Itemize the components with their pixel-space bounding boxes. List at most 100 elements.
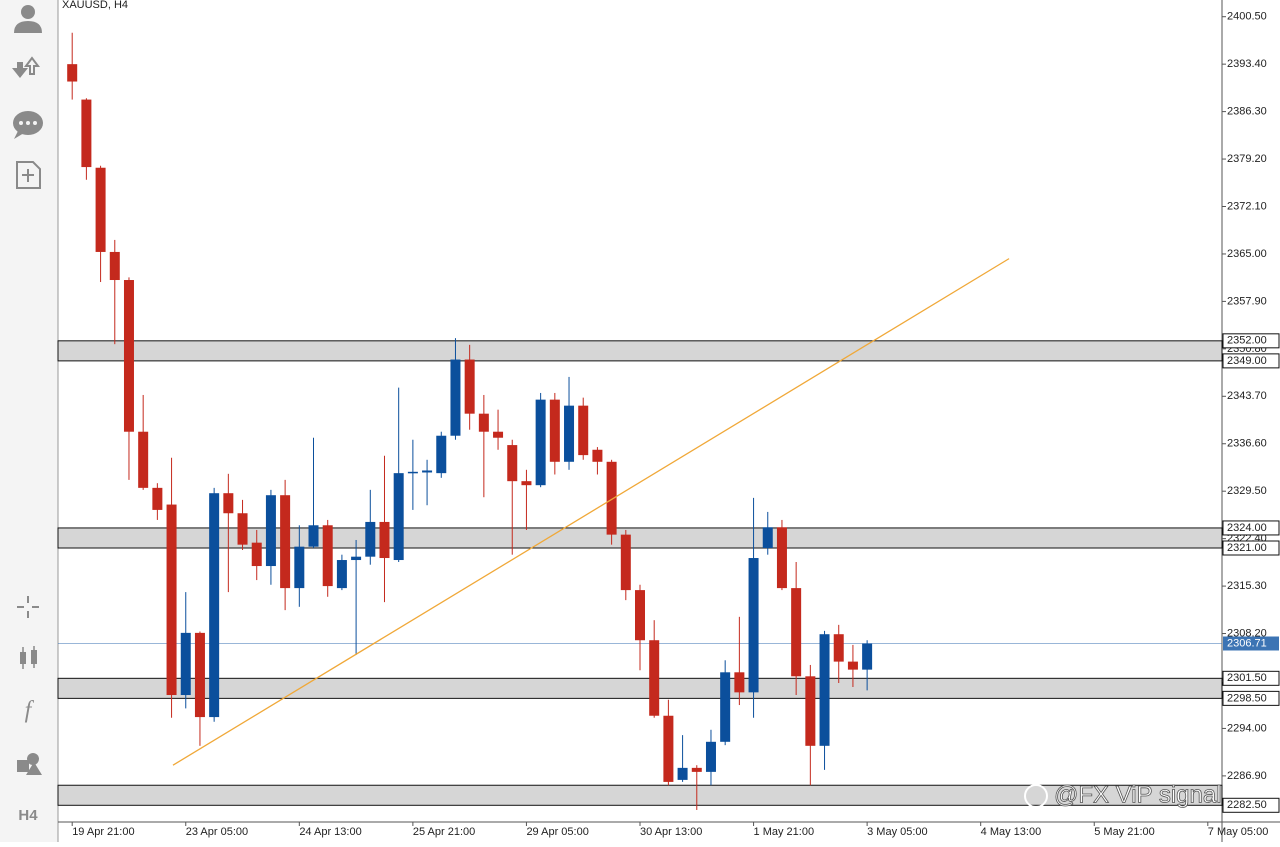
x-tick-label: 7 May 05:00 (1208, 826, 1269, 838)
y-tick-label: 2336.60 (1227, 438, 1267, 450)
price-tag-box (1222, 353, 1280, 369)
candle-body (81, 99, 92, 168)
current-price-label: 2306.71 (1227, 637, 1267, 649)
timeframe-button[interactable]: H4 (18, 807, 38, 824)
chart-type-icon[interactable] (20, 646, 37, 669)
price-tag-label: 2352.00 (1227, 335, 1267, 347)
zone (57, 784, 1223, 806)
price-tag-label: 2324.00 (1227, 522, 1267, 534)
zone (57, 677, 1223, 699)
candle-body (336, 560, 347, 589)
y-tick-label: 2379.20 (1227, 153, 1267, 165)
candle-body (294, 546, 305, 589)
candle-body (663, 715, 674, 782)
candle-body (549, 399, 560, 462)
y-tick-label: 2372.10 (1227, 200, 1267, 212)
candle-body (407, 471, 418, 474)
x-tick-label: 30 Apr 13:00 (640, 826, 702, 838)
account-icon[interactable] (14, 5, 42, 33)
y-tick-label: 2343.70 (1227, 390, 1267, 402)
x-tick-label: 5 May 21:00 (1094, 826, 1155, 838)
zone (57, 527, 1223, 549)
candle-body (194, 632, 205, 718)
indicators-icon[interactable]: f (25, 698, 35, 724)
candle-body (493, 431, 504, 438)
candle-body (280, 495, 291, 589)
watermark: @FX ViP signal (1054, 781, 1222, 808)
price-tag-box (1222, 520, 1280, 536)
candle-body (862, 643, 873, 670)
price-tag-label: 2321.00 (1227, 542, 1267, 554)
candle-body (436, 435, 447, 474)
current-price-tag (1223, 636, 1279, 651)
y-tick-label: 2365.00 (1227, 248, 1267, 260)
candle-body (564, 405, 575, 462)
candle-body (791, 588, 802, 677)
candle-body (237, 513, 248, 545)
price-tag-box (1222, 690, 1280, 706)
y-tick-label: 2294.00 (1227, 722, 1267, 734)
y-tick-label: 2329.50 (1227, 485, 1267, 497)
candle-body (152, 487, 163, 510)
trade-icon[interactable] (12, 56, 40, 78)
candle-body (450, 359, 461, 436)
candle-body (847, 661, 858, 670)
candle-body (365, 521, 376, 557)
candle-body (805, 676, 816, 746)
x-tick-label: 25 Apr 21:00 (413, 826, 475, 838)
candle-body (691, 767, 702, 772)
candle-body (379, 521, 390, 559)
objects-icon[interactable] (17, 753, 42, 775)
candle-body (776, 527, 787, 589)
candle-body (67, 64, 78, 82)
candle-body (635, 590, 645, 641)
candle-body (748, 558, 759, 693)
y-tick-label: 2386.30 (1227, 106, 1267, 118)
price-tag-label: 2349.00 (1227, 355, 1267, 367)
candle-body (677, 767, 688, 780)
candle-body (478, 413, 489, 432)
candle-body (95, 167, 106, 252)
x-tick-label: 29 Apr 05:00 (526, 826, 588, 838)
watermark-icon (1024, 784, 1048, 808)
candle-body (223, 493, 234, 514)
trend-line (172, 258, 1010, 766)
y-tick-label: 2308.20 (1227, 627, 1267, 639)
candle-body (833, 634, 844, 662)
crosshair-icon[interactable] (17, 596, 39, 618)
candle-body (819, 634, 830, 746)
candle-body (209, 493, 220, 718)
candle-body (166, 504, 177, 696)
candle-body (138, 431, 149, 488)
y-tick-label: 2315.30 (1227, 580, 1267, 592)
candle-body (762, 527, 773, 548)
x-tick-label: 4 May 13:00 (981, 826, 1042, 838)
candle-body (535, 399, 546, 486)
x-tick-label: 3 May 05:00 (867, 826, 928, 838)
candle-body (464, 359, 475, 414)
candle-body (180, 632, 191, 696)
x-tick-label: 1 May 21:00 (754, 826, 815, 838)
y-tick-label: 2286.90 (1227, 770, 1267, 782)
candle-body (265, 495, 276, 567)
candle-body (620, 534, 631, 591)
candle-body (649, 640, 660, 716)
new-order-icon[interactable] (16, 161, 41, 189)
price-tag-label: 2301.50 (1227, 672, 1267, 684)
price-tag-box (1222, 540, 1280, 556)
chat-icon[interactable] (13, 111, 43, 139)
candle-body (720, 672, 731, 742)
candle-body (251, 542, 262, 567)
candle-body (507, 445, 518, 482)
zone (57, 340, 1223, 362)
candle-body (123, 280, 134, 432)
price-tag-box (1222, 797, 1280, 813)
candle-body (592, 449, 603, 462)
toolbar (0, 0, 58, 842)
y-tick-label: 2400.50 (1227, 11, 1267, 23)
price-tag-label: 2298.50 (1227, 692, 1267, 704)
price-tag-box (1222, 333, 1280, 349)
candle-body (734, 672, 745, 693)
